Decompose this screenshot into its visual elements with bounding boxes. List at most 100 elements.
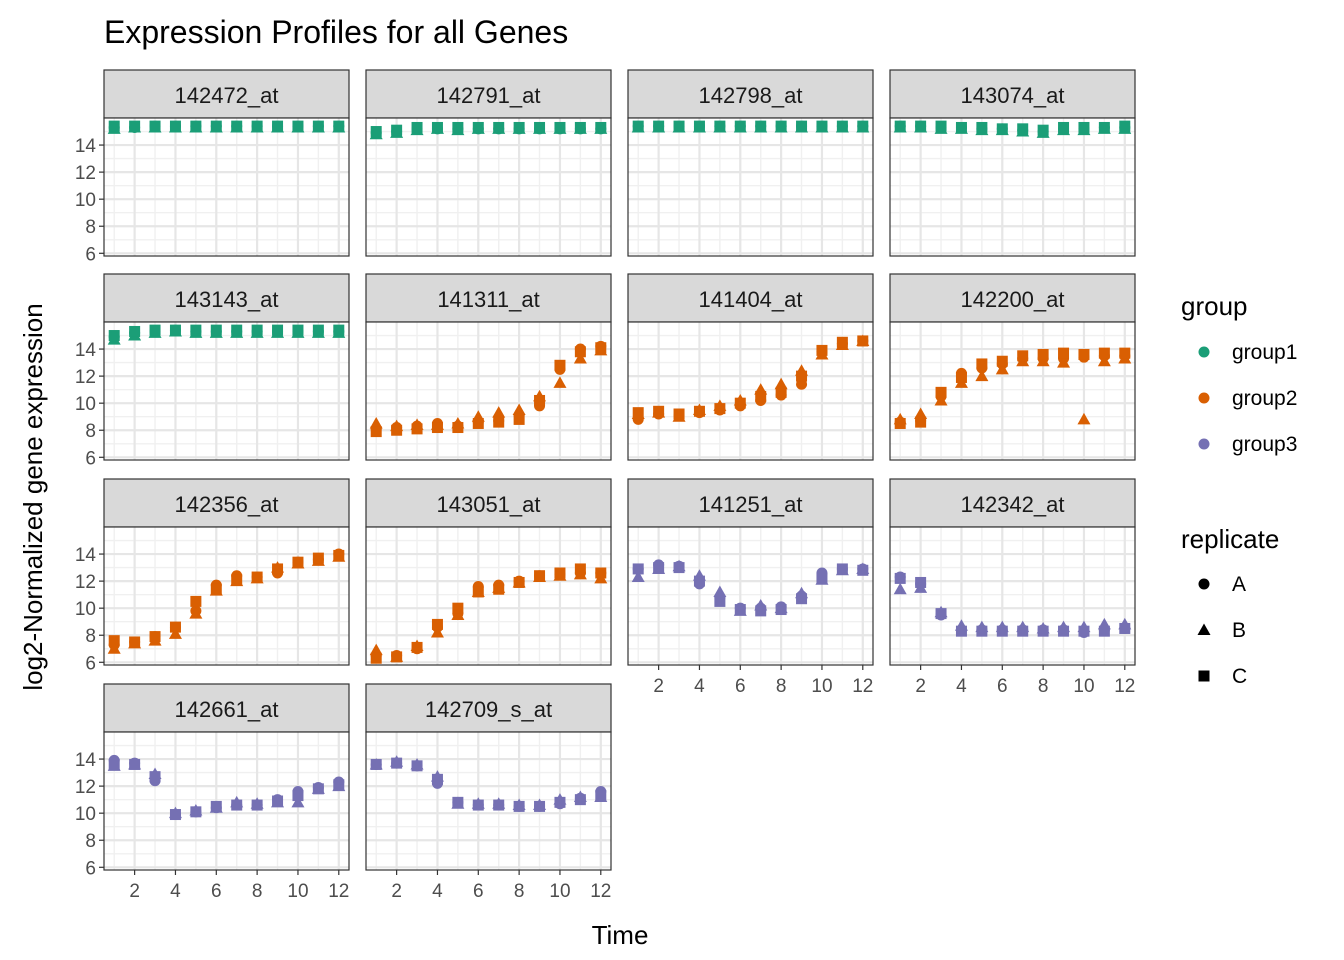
x-tick-label: 8 bbox=[252, 881, 263, 902]
panel-border bbox=[103, 321, 350, 461]
data-point bbox=[955, 121, 967, 133]
data-point bbox=[251, 324, 263, 336]
facet-strip-label: 142709_s_at bbox=[425, 697, 552, 722]
panel-background bbox=[104, 118, 349, 256]
data-point bbox=[312, 120, 324, 132]
panel-grid bbox=[628, 322, 873, 460]
facet-strip bbox=[103, 69, 350, 119]
data-point bbox=[915, 416, 927, 428]
y-tick-label: 6 bbox=[85, 858, 96, 879]
legend: group group1 group2 group3 replicate ABC bbox=[1181, 291, 1297, 688]
data-point bbox=[210, 800, 222, 812]
data-point bbox=[1057, 356, 1071, 368]
x-tick-label: 12 bbox=[852, 676, 873, 697]
data-point bbox=[574, 346, 586, 358]
data-point bbox=[493, 121, 505, 133]
data-point bbox=[996, 123, 1008, 135]
data-point bbox=[1078, 348, 1090, 360]
data-point bbox=[107, 642, 121, 654]
facet-strip-label: 142356_at bbox=[175, 492, 279, 517]
legend-group-label: group1 bbox=[1232, 341, 1297, 364]
data-point bbox=[631, 570, 645, 583]
x-tick-label: 10 bbox=[287, 881, 308, 902]
data-point bbox=[894, 417, 906, 429]
data-point bbox=[333, 120, 345, 132]
panel-points bbox=[893, 571, 1132, 639]
data-point bbox=[190, 806, 202, 818]
panel-background bbox=[104, 527, 349, 665]
data-point bbox=[1098, 121, 1110, 133]
panel-points bbox=[631, 334, 870, 425]
data-point bbox=[1037, 348, 1049, 360]
data-point bbox=[129, 120, 141, 132]
facet-strip bbox=[889, 69, 1136, 119]
x-tick-label: 6 bbox=[735, 676, 746, 697]
data-point bbox=[472, 417, 484, 429]
y-tick-label: 8 bbox=[85, 626, 96, 647]
data-point bbox=[312, 324, 324, 336]
data-point bbox=[108, 758, 120, 770]
data-point bbox=[168, 627, 182, 639]
facet-strip-label: 142791_at bbox=[437, 83, 541, 108]
data-point bbox=[693, 405, 705, 417]
panel-grid bbox=[104, 732, 349, 870]
data-point bbox=[391, 651, 403, 663]
data-point bbox=[452, 121, 464, 133]
data-point bbox=[431, 121, 443, 133]
data-point bbox=[493, 416, 505, 428]
data-point bbox=[632, 120, 644, 132]
data-point bbox=[272, 795, 284, 807]
legend-replicate-title: replicate bbox=[1181, 524, 1279, 554]
facet-strip-label: 142472_at bbox=[175, 83, 279, 108]
facet-panel: 142791_at bbox=[365, 69, 612, 257]
data-point bbox=[512, 403, 526, 415]
panel-points bbox=[893, 347, 1132, 429]
data-point bbox=[149, 771, 161, 783]
data-point bbox=[574, 794, 586, 806]
panel-grid bbox=[890, 118, 1135, 256]
x-tick-label: 6 bbox=[997, 676, 1008, 697]
data-point bbox=[333, 324, 345, 336]
y-tick-label: 12 bbox=[75, 163, 96, 184]
data-point bbox=[272, 563, 284, 575]
data-point bbox=[934, 393, 948, 406]
data-point bbox=[755, 120, 767, 132]
data-point bbox=[451, 608, 465, 620]
data-point bbox=[411, 423, 423, 435]
x-tick-label: 8 bbox=[1038, 676, 1049, 697]
facet-panel: 142342_at 2 4 6 8 10 12 bbox=[889, 478, 1136, 697]
y-tick-label: 10 bbox=[75, 804, 96, 825]
data-point bbox=[714, 403, 726, 415]
y-tick-label: 6 bbox=[85, 448, 96, 469]
data-point bbox=[975, 369, 989, 382]
panel-points bbox=[369, 121, 608, 140]
data-point bbox=[893, 582, 907, 595]
legend-replicate-label: C bbox=[1232, 665, 1247, 688]
x-axis-label: Time bbox=[592, 920, 649, 950]
data-point bbox=[857, 335, 869, 347]
data-point bbox=[836, 563, 848, 575]
panel-points bbox=[631, 120, 870, 133]
x-tick-label: 6 bbox=[211, 881, 222, 902]
data-point bbox=[370, 126, 382, 138]
data-point bbox=[231, 324, 243, 336]
facet-panel: 142356_at 6 8 10 12 14 bbox=[75, 478, 350, 674]
y-tick-label: 10 bbox=[75, 394, 96, 415]
data-point bbox=[411, 760, 423, 772]
data-point bbox=[1098, 347, 1110, 359]
data-point bbox=[513, 121, 525, 133]
data-point bbox=[129, 325, 141, 337]
data-point bbox=[673, 120, 685, 132]
panel-points bbox=[369, 340, 608, 438]
data-point bbox=[573, 352, 587, 364]
data-point bbox=[430, 626, 444, 638]
data-point bbox=[632, 407, 644, 419]
data-point bbox=[915, 120, 927, 132]
panel-border bbox=[889, 117, 1136, 257]
x-tick-label: 12 bbox=[590, 881, 611, 902]
data-point bbox=[472, 799, 484, 811]
facet-strip-label: 142661_at bbox=[175, 697, 279, 722]
data-point bbox=[816, 344, 828, 356]
legend-replicate-label: A bbox=[1232, 573, 1246, 596]
y-tick-label: 8 bbox=[85, 421, 96, 442]
